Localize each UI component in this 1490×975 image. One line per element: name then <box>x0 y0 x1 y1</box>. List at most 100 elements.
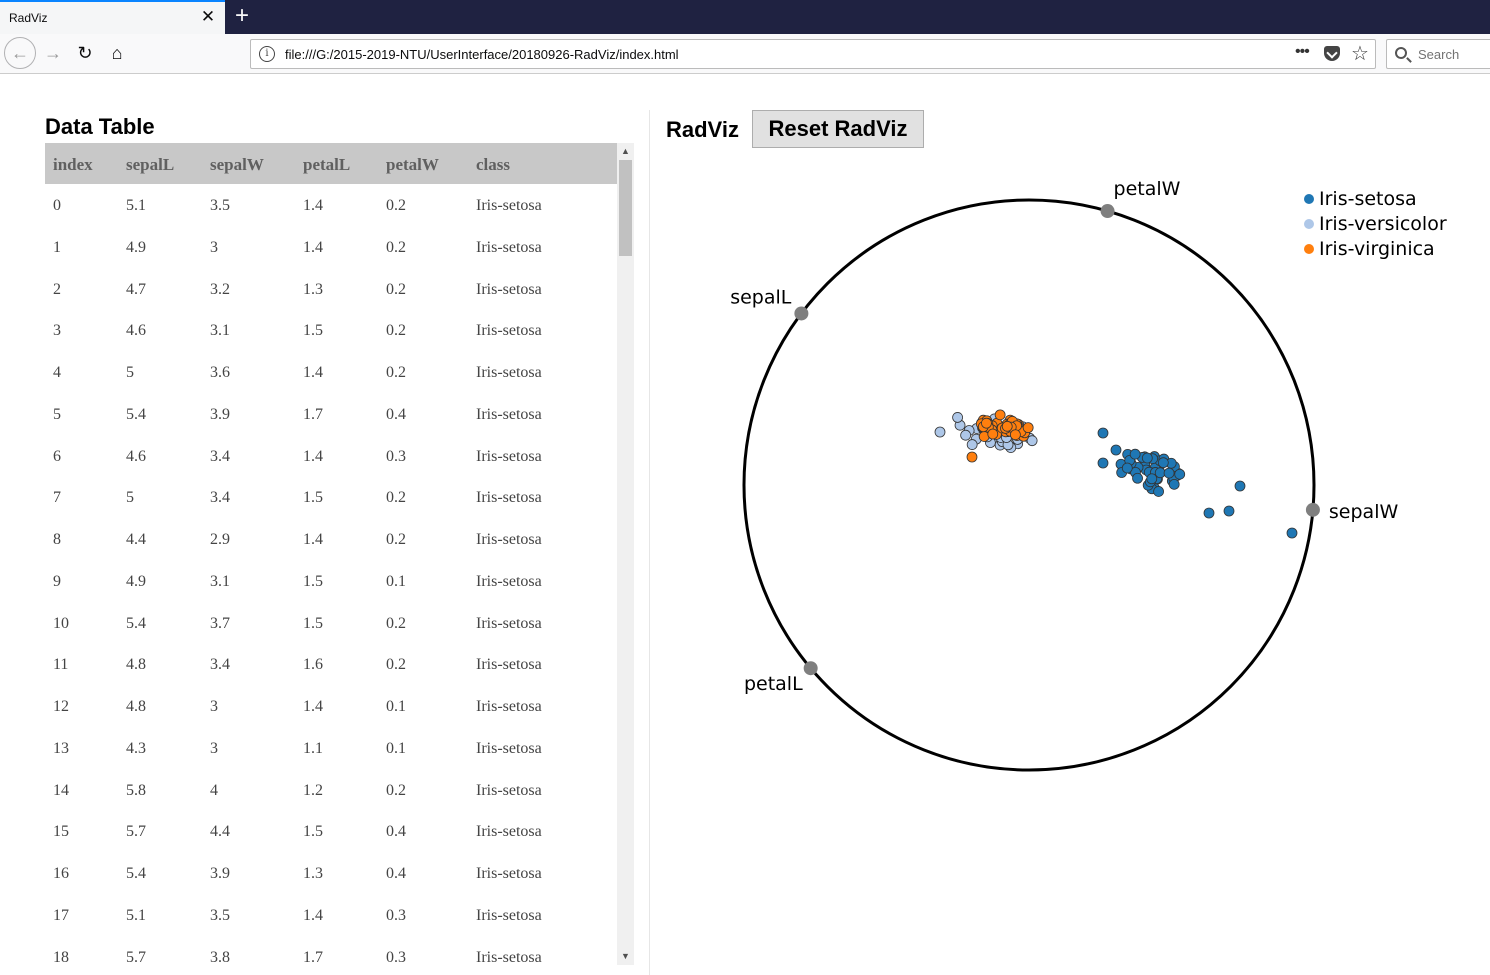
reload-icon[interactable]: ↻ <box>77 43 93 63</box>
scrollbar-thumb[interactable] <box>619 160 632 256</box>
data-point[interactable] <box>1009 429 1021 441</box>
data-point[interactable] <box>1132 472 1143 484</box>
home-icon[interactable]: ⌂ <box>111 43 123 63</box>
table-row[interactable]: 8 4.4 2.9 1.4 0.2 Iris-setosa <box>45 518 617 560</box>
table-row[interactable]: 17 5.1 3.5 1.4 0.3 Iris-setosa <box>45 894 617 936</box>
column-header-petall[interactable]: petalL <box>303 155 351 174</box>
table-cell-sepalw: 3.8 <box>210 948 230 966</box>
table-row[interactable]: 3 4.6 3.1 1.5 0.2 Iris-setosa <box>45 309 617 351</box>
table-row[interactable]: 15 5.7 4.4 1.5 0.4 Iris-setosa <box>45 810 617 852</box>
table-cell-petalw: 0.2 <box>386 489 406 507</box>
data-point[interactable] <box>1203 507 1215 519</box>
anchor-sepall[interactable] <box>794 306 809 321</box>
data-point[interactable] <box>952 412 963 423</box>
table-cell-sepall: 4.3 <box>126 739 146 757</box>
reset-radviz-button[interactable]: Reset RadViz <box>752 110 924 148</box>
anchor-petall[interactable] <box>803 661 818 676</box>
column-header-sepalw[interactable]: sepalW <box>210 155 264 174</box>
data-point[interactable] <box>1141 452 1153 464</box>
table-row[interactable]: 13 4.3 3 1.1 0.1 Iris-setosa <box>45 727 617 769</box>
table-cell-petalw: 0.4 <box>386 865 406 882</box>
table-cell-sepall: 5.4 <box>126 614 146 632</box>
column-header-petalw[interactable]: petalW <box>386 155 439 174</box>
table-cell-petalw: 0.3 <box>386 948 406 966</box>
data-point[interactable] <box>1153 486 1164 497</box>
scroll-down-arrow-icon[interactable]: ▼ <box>621 951 630 961</box>
table-cell-petalw: 0.2 <box>386 614 406 632</box>
data-point[interactable] <box>1146 473 1158 485</box>
page-actions-icon[interactable]: ••• <box>1295 43 1310 60</box>
table-row[interactable]: 10 5.4 3.7 1.5 0.2 Iris-setosa <box>45 602 617 644</box>
table-cell-sepalw: 3.7 <box>210 614 230 632</box>
table-cell-petall: 1.3 <box>303 865 323 882</box>
table-row[interactable]: 4 5 3.6 1.4 0.2 Iris-setosa <box>45 351 617 393</box>
data-point[interactable] <box>1097 457 1109 469</box>
table-cell-index: 0 <box>53 197 61 214</box>
table-cell-petalw: 0.4 <box>386 405 406 423</box>
data-point[interactable] <box>1174 468 1186 480</box>
table-row[interactable]: 1 4.9 3 1.4 0.2 Iris-setosa <box>45 226 617 268</box>
pocket-icon[interactable] <box>1324 46 1340 61</box>
info-icon[interactable]: i <box>259 46 275 62</box>
table-cell-petall: 1.2 <box>303 781 323 799</box>
data-point[interactable] <box>1168 478 1180 490</box>
legend-marker <box>1304 194 1314 204</box>
data-point[interactable] <box>1026 435 1038 447</box>
table-row[interactable]: 11 4.8 3.4 1.6 0.2 Iris-setosa <box>45 643 617 685</box>
url-text[interactable]: file:///G:/2015-2019-NTU/UserInterface/2… <box>285 47 679 62</box>
column-header-index[interactable]: index <box>53 155 93 174</box>
tab-close-icon[interactable]: ✕ <box>200 7 216 26</box>
table-row[interactable]: 2 4.7 3.2 1.3 0.2 Iris-setosa <box>45 268 617 310</box>
table-row[interactable]: 9 4.9 3.1 1.5 0.1 Iris-setosa <box>45 560 617 602</box>
data-point[interactable] <box>966 451 978 463</box>
column-header-class[interactable]: class <box>476 155 510 174</box>
table-row[interactable]: 16 5.4 3.9 1.3 0.4 Iris-setosa <box>45 852 617 894</box>
table-cell-sepalw: 3 <box>210 238 218 256</box>
data-point[interactable] <box>1001 420 1013 432</box>
anchor-label-sepalw: sepalW <box>1329 501 1399 523</box>
data-point[interactable] <box>1286 527 1298 539</box>
bookmark-star-icon[interactable]: ☆ <box>1351 43 1369 65</box>
back-icon[interactable]: ← <box>4 37 36 69</box>
table-row[interactable]: 14 5.8 4 1.2 0.2 Iris-setosa <box>45 769 617 811</box>
data-point[interactable] <box>1129 448 1141 460</box>
table-scrollbar[interactable]: ▲ ▼ <box>617 143 634 965</box>
column-header-sepall[interactable]: sepalL <box>126 155 175 174</box>
browser-tab[interactable]: RadViz ✕ <box>0 0 225 34</box>
anchor-petalw[interactable] <box>1100 204 1115 219</box>
forward-icon[interactable]: → <box>44 43 62 63</box>
table-cell-petalw: 0.4 <box>386 823 406 841</box>
scroll-up-arrow-icon[interactable]: ▲ <box>621 146 630 156</box>
data-point[interactable] <box>1121 462 1133 474</box>
search-input[interactable]: Search <box>1386 39 1490 69</box>
url-bar[interactable]: i file:///G:/2015-2019-NTU/UserInterface… <box>250 39 1376 69</box>
data-point[interactable] <box>960 429 972 441</box>
anchor-sepalw[interactable] <box>1305 502 1320 517</box>
data-point[interactable] <box>1022 422 1034 434</box>
table-cell-petalw: 0.2 <box>386 656 406 674</box>
data-point[interactable] <box>994 409 1006 421</box>
new-tab-icon[interactable]: + <box>234 2 249 29</box>
data-point[interactable] <box>1223 505 1235 517</box>
data-point[interactable] <box>981 417 992 429</box>
data-point[interactable] <box>1110 444 1122 456</box>
table-row[interactable]: 12 4.8 3 1.4 0.1 Iris-setosa <box>45 685 617 727</box>
data-point[interactable] <box>1163 467 1175 479</box>
search-icon <box>1395 47 1407 59</box>
anchor-label-petalw: petalW <box>1114 178 1181 200</box>
table-row[interactable]: 0 5.1 3.5 1.4 0.2 Iris-setosa <box>45 184 617 226</box>
table-cell-sepall: 4.8 <box>126 698 146 715</box>
data-point[interactable] <box>1234 480 1246 492</box>
table-row[interactable]: 5 5.4 3.9 1.7 0.4 Iris-setosa <box>45 393 617 435</box>
table-cell-index: 18 <box>53 948 69 966</box>
table-cell-petall: 1.4 <box>303 906 323 924</box>
table-row[interactable]: 7 5 3.4 1.5 0.2 Iris-setosa <box>45 476 617 518</box>
data-point[interactable] <box>987 428 999 440</box>
data-point[interactable] <box>1097 427 1109 439</box>
table-row[interactable]: 6 4.6 3.4 1.4 0.3 Iris-setosa <box>45 435 617 477</box>
data-point[interactable] <box>966 439 978 450</box>
table-row[interactable]: 18 5.7 3.8 1.7 0.3 Iris-setosa <box>45 936 617 966</box>
data-point[interactable] <box>1157 457 1169 469</box>
table-cell-petall: 1.5 <box>303 322 323 340</box>
data-point[interactable] <box>934 426 946 438</box>
